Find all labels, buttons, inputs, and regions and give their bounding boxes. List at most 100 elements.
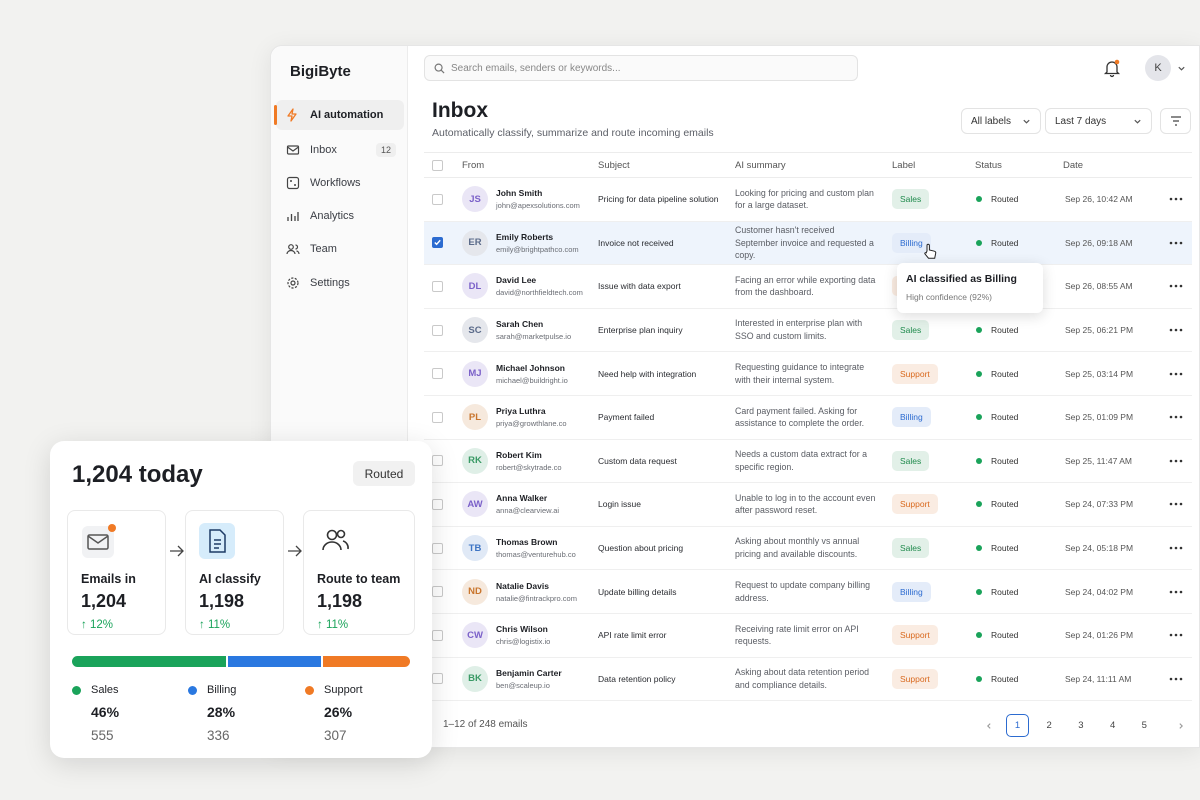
step-change: 11% xyxy=(325,619,349,631)
checkbox[interactable] xyxy=(432,586,443,598)
filter-icon xyxy=(1170,116,1181,126)
more-icon[interactable] xyxy=(1169,328,1183,332)
checkbox[interactable] xyxy=(432,280,443,292)
filter-button[interactable] xyxy=(1160,108,1191,134)
more-icon[interactable] xyxy=(1169,633,1183,637)
page-title: Inbox xyxy=(432,99,488,122)
date: Sep 24, 05:18 PM xyxy=(1065,543,1134,554)
checkbox[interactable] xyxy=(432,455,443,467)
date: Sep 25, 03:14 PM xyxy=(1065,368,1134,379)
more-icon[interactable] xyxy=(1169,197,1183,201)
avatar: AW xyxy=(462,491,488,518)
label-pill[interactable]: Support xyxy=(892,668,938,689)
ai-summary: Interested in enterprise plan with SSO a… xyxy=(735,318,863,342)
checkbox[interactable] xyxy=(432,673,443,685)
checkbox[interactable] xyxy=(432,324,443,336)
date-filter[interactable]: Last 7 days xyxy=(1045,108,1152,134)
sender-email: emily@brightpathco.com xyxy=(496,244,579,254)
email-row[interactable]: DL David Lee david@northfieldtech.com Iss… xyxy=(424,265,1192,309)
email-row[interactable]: PL Priya Luthra priya@growthlane.co Payme… xyxy=(424,396,1192,440)
page-button[interactable]: 4 xyxy=(1109,720,1116,731)
brand: BigiByte xyxy=(290,63,351,80)
label-pill[interactable]: Sales xyxy=(892,320,930,341)
label-pill[interactable]: Support xyxy=(892,625,938,646)
more-icon[interactable] xyxy=(1169,372,1183,376)
next-page[interactable] xyxy=(1170,714,1193,737)
chevron xyxy=(1023,119,1030,124)
nav-label: Inbox xyxy=(310,144,337,156)
ai-summary: Customer hasn't received September invoi… xyxy=(735,225,874,261)
checkbox[interactable] xyxy=(432,411,443,423)
nav-item[interactable]: AI automation xyxy=(274,100,404,130)
more-icon[interactable] xyxy=(1169,415,1183,419)
page-button[interactable]: 5 xyxy=(1141,720,1147,731)
checkbox[interactable] xyxy=(432,159,443,171)
more-icon[interactable] xyxy=(1169,459,1183,463)
ai-summary: Request to update company billing addres… xyxy=(735,580,870,603)
notifications[interactable] xyxy=(1102,58,1122,78)
subject: Payment failed xyxy=(598,412,655,423)
email-row[interactable]: ER Emily Roberts emily@brightpathco.com I… xyxy=(424,221,1192,266)
nav-item[interactable]: Settings xyxy=(276,268,404,298)
page-button[interactable]: 1 xyxy=(1006,714,1029,737)
page-arrow xyxy=(986,722,991,729)
page-button[interactable]: 2 xyxy=(1046,720,1052,731)
label-pill[interactable]: Billing xyxy=(892,581,931,602)
more-icon[interactable] xyxy=(1169,546,1183,550)
label-pill[interactable]: Billing xyxy=(892,232,931,253)
more-icon[interactable] xyxy=(1169,590,1183,594)
nav-item[interactable]: Inbox 12 xyxy=(276,135,404,165)
email-row[interactable]: MJ Michael Johnson michael@buildright.io … xyxy=(424,352,1192,396)
email-row[interactable]: RK Robert Kim robert@skytrade.co Custom d… xyxy=(424,440,1192,484)
status-text: Routed xyxy=(991,237,1019,248)
status: Routed xyxy=(971,543,1061,553)
checkbox[interactable] xyxy=(432,542,443,554)
email-row[interactable]: JS John Smith john@apexsolutions.com Pric… xyxy=(424,178,1192,222)
avatar: BK xyxy=(462,665,488,692)
email-row[interactable]: TB Thomas Brown thomas@venturehub.co Ques… xyxy=(424,527,1192,571)
label-filter[interactable]: All labels xyxy=(961,108,1041,134)
more-icon[interactable] xyxy=(1169,502,1183,506)
nav-item[interactable]: Workflows xyxy=(276,168,404,198)
legend-share: 26% xyxy=(324,704,353,720)
stats-card: 1,204 today Routed Emails in 1,204 ↑ 12%… xyxy=(50,441,432,758)
status-text: Routed xyxy=(991,630,1019,641)
legend-name: Support xyxy=(324,684,363,696)
avatar: JS xyxy=(462,186,488,213)
label-pill[interactable]: Billing xyxy=(892,407,931,428)
label-pill[interactable]: Support xyxy=(892,494,938,515)
nav-item[interactable]: Team xyxy=(276,234,404,264)
legend-share: 28% xyxy=(207,704,236,720)
chevron[interactable] xyxy=(1177,64,1186,73)
label-pill[interactable]: Sales xyxy=(892,538,930,559)
label-pill[interactable]: Sales xyxy=(892,189,930,210)
sender: Michael Johnson michael@buildright.io xyxy=(496,363,596,385)
email-row[interactable]: SC Sarah Chen sarah@marketpulse.io Enterp… xyxy=(424,309,1192,353)
email-row[interactable]: AW Anna Walker anna@clearview.ai Login is… xyxy=(424,483,1192,527)
label-pill[interactable]: Support xyxy=(892,363,938,384)
email-row[interactable]: CW Chris Wilson chris@logistix.io API rat… xyxy=(424,614,1192,658)
sender-email: priya@growthlane.co xyxy=(496,419,567,429)
column-header: Date xyxy=(1063,159,1084,171)
sender-email: chris@logistix.io xyxy=(496,637,551,647)
column-header: Status xyxy=(975,159,1002,171)
checkbox[interactable] xyxy=(432,237,443,249)
checkbox[interactable] xyxy=(432,193,443,205)
email-row[interactable]: ND Natalie Davis natalie@fintrackpro.com … xyxy=(424,570,1192,614)
user-avatar[interactable]: K xyxy=(1145,55,1171,81)
checkbox[interactable] xyxy=(432,629,443,641)
checkbox[interactable] xyxy=(432,498,443,510)
search-box[interactable]: Search emails, senders or keywords... xyxy=(424,55,858,81)
email-row[interactable]: BK Benjamin Carter ben@scaleup.io Data re… xyxy=(424,658,1192,702)
page-button[interactable]: 3 xyxy=(1078,720,1084,731)
sender-name: Sarah Chen xyxy=(496,319,544,330)
more-icon[interactable] xyxy=(1169,284,1183,288)
label-pill[interactable]: Sales xyxy=(892,450,930,471)
nav-item[interactable]: Analytics xyxy=(276,201,404,231)
sender: Priya Luthra priya@growthlane.co xyxy=(496,406,596,428)
more-icon[interactable] xyxy=(1169,677,1183,681)
ai-summary: Asking about monthly vs annual pricing a… xyxy=(735,536,860,560)
more-icon[interactable] xyxy=(1169,241,1183,245)
prev-page[interactable] xyxy=(977,714,1000,737)
checkbox[interactable] xyxy=(432,368,443,380)
